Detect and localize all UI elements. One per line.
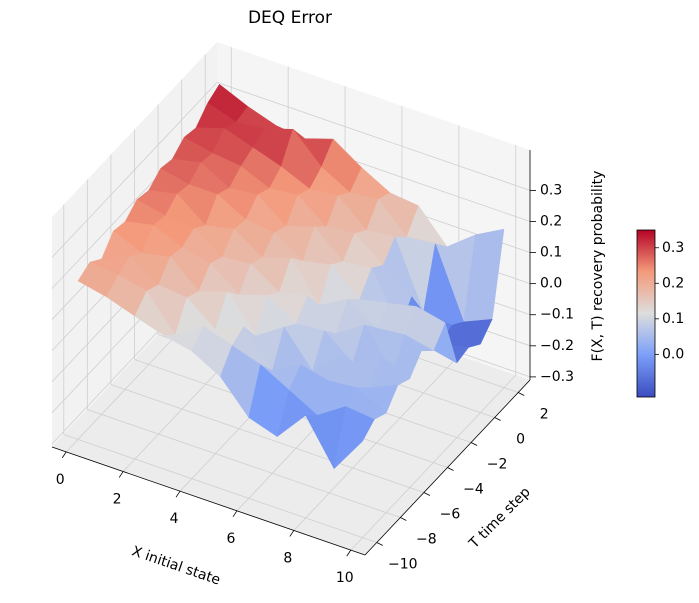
grid-line: [216, 82, 531, 191]
z-tick-label: 0.2: [540, 213, 562, 229]
x-tick-label: 4: [170, 511, 179, 527]
grid-line: [51, 82, 218, 258]
y-tick-label: −8: [416, 532, 437, 548]
tick-mark: [518, 392, 525, 396]
tick-mark: [346, 549, 352, 557]
x-tick-label: 2: [113, 492, 122, 508]
surface-face: [333, 406, 375, 469]
y-tick-label: −2: [487, 457, 508, 473]
z-tick-label: −0.3: [540, 369, 574, 385]
tick-mark: [289, 530, 295, 537]
tick-mark: [400, 517, 407, 521]
grid-line: [87, 409, 401, 518]
x-tick-label: 8: [283, 550, 292, 566]
tick-mark: [61, 451, 67, 459]
colorbar: [636, 229, 656, 398]
z-tick-label: −0.2: [540, 338, 574, 354]
axis-line: [51, 446, 366, 556]
y-tick-label: −4: [463, 482, 484, 498]
colorbar-tick-label: 0.2: [662, 275, 684, 291]
x-tick-label: 0: [56, 472, 65, 488]
x-tick-label: 6: [226, 531, 235, 547]
tick-mark: [376, 542, 383, 546]
tick-mark: [232, 510, 238, 518]
tick-mark: [470, 442, 478, 446]
tick-mark: [118, 471, 124, 478]
z-tick-label: 0.1: [540, 245, 562, 261]
z-tick-label: 0.0: [540, 276, 562, 292]
colorbar-tick-label: 0.3: [662, 240, 684, 256]
z-axis-label: F(X, T) recovery probability: [590, 171, 606, 362]
z-tick-label: −0.1: [540, 307, 574, 323]
colorbar-tick-label: 0.0: [662, 346, 684, 362]
y-tick-label: −10: [388, 557, 418, 573]
y-tick-label: 2: [540, 407, 549, 423]
tick-mark: [175, 490, 181, 498]
tick-mark: [494, 417, 501, 421]
tick-mark: [447, 467, 454, 471]
axis-line: [364, 379, 531, 556]
chart-title: DEQ Error: [248, 8, 332, 28]
y-tick-label: 0: [516, 432, 525, 448]
grid-line: [110, 384, 425, 493]
tick-mark: [423, 492, 431, 496]
y-tick-label: −6: [440, 507, 461, 523]
grid-line: [63, 434, 377, 543]
x-tick-label: 10: [336, 570, 354, 586]
z-tick-label: 0.3: [540, 182, 562, 198]
colorbar-tick-label: 0.1: [662, 311, 684, 327]
x-axis-label: X initial state: [130, 543, 223, 588]
